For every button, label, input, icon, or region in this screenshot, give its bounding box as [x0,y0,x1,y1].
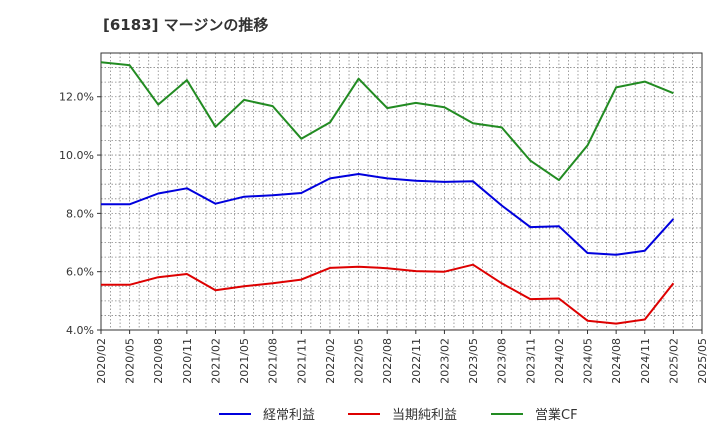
x-tick-label: 2021/11 [295,338,308,384]
x-tick-label: 2021/05 [238,338,251,384]
x-tick-label: 2022/05 [353,338,366,384]
x-tick-label: 2025/02 [667,338,680,384]
legend-label-2: 当期純利益 [392,408,457,423]
legend-label-1: 経常利益 [263,408,315,423]
x-tick-label: 2020/05 [124,338,137,384]
y-tick-label: 10.0% [59,149,94,162]
series-layer [100,61,675,325]
series-line-2 [101,263,675,325]
plot-area [101,53,702,330]
x-tick-label: 2023/05 [467,338,480,384]
series-line-1 [101,173,675,256]
x-tick-label: 2024/02 [553,338,566,384]
x-tick-label: 2023/08 [496,338,509,384]
x-tick-label: 2021/02 [209,338,222,384]
axis-layer: 4.0% 6.0% 8.0% 10.0% 12.0% 2020/02 2020/05 2020… [59,52,709,384]
x-tick-label: 2020/02 [95,338,108,384]
legend-layer: 経常利益 当期純利益 営業CF [219,407,578,423]
chart-title: [6183] マージンの推移 [103,16,269,34]
plot-frame [100,52,703,331]
x-tick-label: 2022/11 [410,338,423,384]
x-tick-label: 2024/05 [582,338,595,384]
x-tick-label: 2023/11 [524,338,537,384]
y-tick-label: 8.0% [66,207,94,220]
x-tick-label: 2021/08 [267,338,280,384]
y-tick-label: 4.0% [66,324,94,337]
x-tick-label: 2024/11 [639,338,652,384]
x-tick-label: 2020/08 [152,338,165,384]
y-tick-label: 12.0% [59,91,94,104]
x-tick-label: 2020/11 [181,338,194,384]
x-tick-label: 2024/08 [610,338,623,384]
x-tick-label: 2025/05 [696,338,709,384]
x-tick-label: 2022/08 [381,338,394,384]
y-tick-label: 6.0% [66,266,94,279]
x-tick-label: 2023/02 [438,338,451,384]
x-tick-label: 2022/02 [324,338,337,384]
legend-label-3: 営業CF [535,407,578,423]
series-line-3 [100,61,674,182]
